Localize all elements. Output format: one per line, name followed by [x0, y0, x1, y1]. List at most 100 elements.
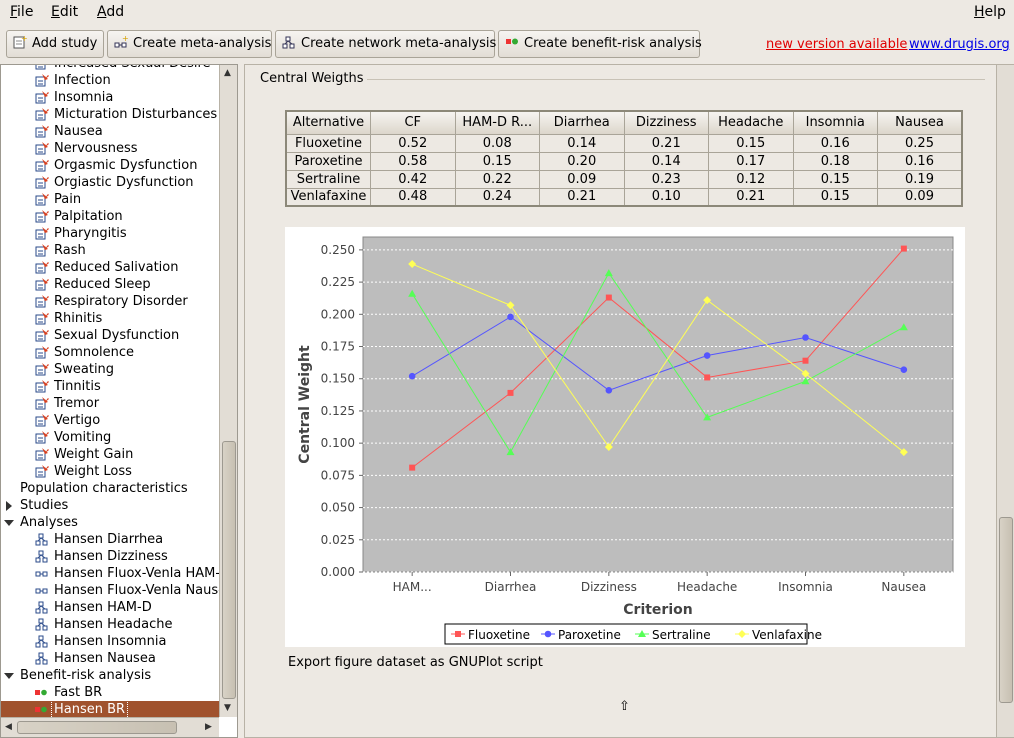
menu-edit[interactable]: Edit — [51, 4, 79, 20]
table-cell[interactable]: Fluoxetine — [285, 133, 371, 153]
table-cell[interactable]: Paroxetine — [285, 151, 371, 171]
table-cell[interactable]: 0.16 — [877, 151, 963, 171]
new-version-link[interactable]: new version available — [766, 37, 908, 52]
tree-item-br-analysis[interactable]: Hansen BR — [1, 700, 219, 717]
table-cell[interactable]: 0.15 — [792, 169, 878, 189]
tree-item-endpoint[interactable]: Respiratory Disorder — [1, 293, 219, 310]
add-study-button[interactable]: + Add study — [6, 30, 104, 58]
tree-item-analysis[interactable]: Hansen Insomnia — [1, 633, 219, 650]
tree-item-analysis[interactable]: Hansen Diarrhea — [1, 531, 219, 548]
tree-item-endpoint[interactable]: Micturation Disturbances — [1, 106, 219, 123]
tree-item-endpoint[interactable]: Vertigo — [1, 412, 219, 429]
tree-item-endpoint[interactable]: Somnolence — [1, 344, 219, 361]
tree-item-endpoint[interactable]: Rhinitis — [1, 310, 219, 327]
table-cell[interactable]: Venlafaxine — [285, 187, 371, 207]
table-cell[interactable]: 0.52 — [370, 133, 456, 153]
column-header[interactable]: HAM-D R... — [454, 110, 540, 135]
table-cell[interactable]: 0.19 — [877, 169, 963, 189]
scroll-right-arrow-icon[interactable]: ▶ — [205, 722, 212, 732]
tree-item-endpoint[interactable]: Palpitation — [1, 208, 219, 225]
tree-item-analysis[interactable]: Hansen Fluox-Venla Nausea — [1, 582, 219, 599]
scroll-left-arrow-icon[interactable]: ◀ — [5, 722, 12, 732]
tree-horizontal-scrollbar[interactable]: ◀ ▶ — [1, 717, 219, 737]
table-cell[interactable]: 0.08 — [454, 133, 540, 153]
table-cell[interactable]: 0.21 — [539, 187, 625, 207]
menu-add[interactable]: Add — [97, 4, 125, 20]
create-meta-analysis-button[interactable]: + Create meta-analysis — [107, 30, 272, 58]
tree-item-endpoint[interactable]: Reduced Sleep — [1, 276, 219, 293]
tree-item-analysis[interactable]: Hansen Headache — [1, 616, 219, 633]
tree-item-endpoint[interactable]: Orgasmic Dysfunction — [1, 157, 219, 174]
create-benefit-risk-analysis-button[interactable]: Create benefit-risk analysis — [498, 30, 702, 58]
tree-hscroll-thumb[interactable] — [17, 721, 177, 734]
table-cell[interactable]: 0.58 — [370, 151, 456, 171]
create-network-meta-analysis-button[interactable]: Create network meta-analysis — [275, 30, 496, 58]
table-cell[interactable]: 0.15 — [708, 133, 794, 153]
tree-item-endpoint[interactable]: Tremor — [1, 395, 219, 412]
tree-item-endpoint[interactable]: Weight Loss — [1, 463, 219, 480]
expanded-arrow-icon[interactable] — [4, 520, 14, 526]
tree-item-endpoint[interactable]: Nervousness — [1, 140, 219, 157]
table-cell[interactable]: 0.09 — [539, 169, 625, 189]
export-gnuplot-link[interactable]: Export figure dataset as GNUPlot script — [288, 655, 543, 670]
table-cell[interactable]: 0.16 — [792, 133, 878, 153]
scroll-up-arrow-icon[interactable]: ▲ — [224, 68, 231, 78]
column-header[interactable]: Insomnia — [792, 110, 878, 135]
table-cell[interactable]: 0.18 — [792, 151, 878, 171]
table-cell[interactable]: 0.23 — [623, 169, 709, 189]
tree-item-endpoint[interactable]: Pharyngitis — [1, 225, 219, 242]
table-cell[interactable]: 0.17 — [708, 151, 794, 171]
tree-item-endpoint[interactable]: Nausea — [1, 123, 219, 140]
expanded-arrow-icon[interactable] — [4, 673, 14, 679]
table-cell[interactable]: 0.12 — [708, 169, 794, 189]
column-header[interactable]: Headache — [708, 110, 794, 135]
tree-item-endpoint[interactable]: Rash — [1, 242, 219, 259]
tree-item-endpoint[interactable]: Reduced Salivation — [1, 259, 219, 276]
table-cell[interactable]: 0.09 — [877, 187, 963, 207]
column-header[interactable]: Alternative — [285, 110, 371, 135]
tree-vscroll-thumb[interactable] — [222, 441, 236, 699]
tree-item-analysis[interactable]: Hansen Nausea — [1, 650, 219, 667]
table-cell[interactable]: 0.22 — [454, 169, 540, 189]
tree-item-endpoint[interactable]: Sexual Dysfunction — [1, 327, 219, 344]
tree-item-endpoint[interactable]: Vomiting — [1, 429, 219, 446]
navigation-tree[interactable]: Increased Sexual DesireInfection Insomnia… — [1, 65, 219, 717]
table-cell[interactable]: 0.24 — [454, 187, 540, 207]
tree-item-benefit-risk-analysis[interactable]: Benefit-risk analysis — [1, 667, 219, 684]
tree-item-endpoint[interactable]: Tinnitis — [1, 378, 219, 395]
table-cell[interactable]: 0.15 — [792, 187, 878, 207]
tree-item-endpoint[interactable]: Insomnia — [1, 89, 219, 106]
table-cell[interactable]: Sertraline — [285, 169, 371, 189]
table-cell[interactable]: 0.10 — [623, 187, 709, 207]
tree-item-endpoint[interactable]: Weight Gain — [1, 446, 219, 463]
tree-item-studies[interactable]: Studies — [1, 497, 219, 514]
menu-help[interactable]: Help — [974, 4, 1006, 20]
pane-splitter[interactable] — [238, 64, 244, 738]
table-cell[interactable]: 0.25 — [877, 133, 963, 153]
collapsed-arrow-icon[interactable] — [6, 501, 12, 511]
column-header[interactable]: Diarrhea — [539, 110, 625, 135]
tree-vertical-scrollbar[interactable]: ▲ ▼ — [219, 65, 237, 717]
tree-item-endpoint[interactable]: Increased Sexual Desire — [1, 65, 219, 72]
tree-item-endpoint[interactable]: Infection — [1, 72, 219, 89]
column-header[interactable]: Dizziness — [623, 110, 709, 135]
table-cell[interactable]: 0.42 — [370, 169, 456, 189]
tree-item-endpoint[interactable]: Sweating — [1, 361, 219, 378]
tree-item-br-analysis[interactable]: Fast BR — [1, 684, 219, 701]
table-cell[interactable]: 0.14 — [539, 133, 625, 153]
panel-vertical-scrollbar[interactable] — [996, 65, 1014, 737]
menu-file[interactable]: File — [10, 4, 34, 20]
table-cell[interactable]: 0.48 — [370, 187, 456, 207]
panel-vscroll-thumb[interactable] — [999, 517, 1013, 703]
table-cell[interactable]: 0.20 — [539, 151, 625, 171]
column-header[interactable]: Nausea — [877, 110, 963, 135]
table-cell[interactable]: 0.21 — [623, 133, 709, 153]
tree-item-analyses[interactable]: Analyses — [1, 514, 219, 531]
tree-item-population-characteristics[interactable]: Population characteristics — [1, 480, 219, 497]
tree-item-analysis[interactable]: Hansen HAM-D — [1, 599, 219, 616]
tree-item-analysis[interactable]: Hansen Fluox-Venla HAM-D — [1, 565, 219, 582]
tree-item-endpoint[interactable]: Orgiastic Dysfunction — [1, 174, 219, 191]
table-cell[interactable]: 0.15 — [454, 151, 540, 171]
tree-item-analysis[interactable]: Hansen Dizziness — [1, 548, 219, 565]
scroll-down-arrow-icon[interactable]: ▼ — [224, 703, 231, 713]
